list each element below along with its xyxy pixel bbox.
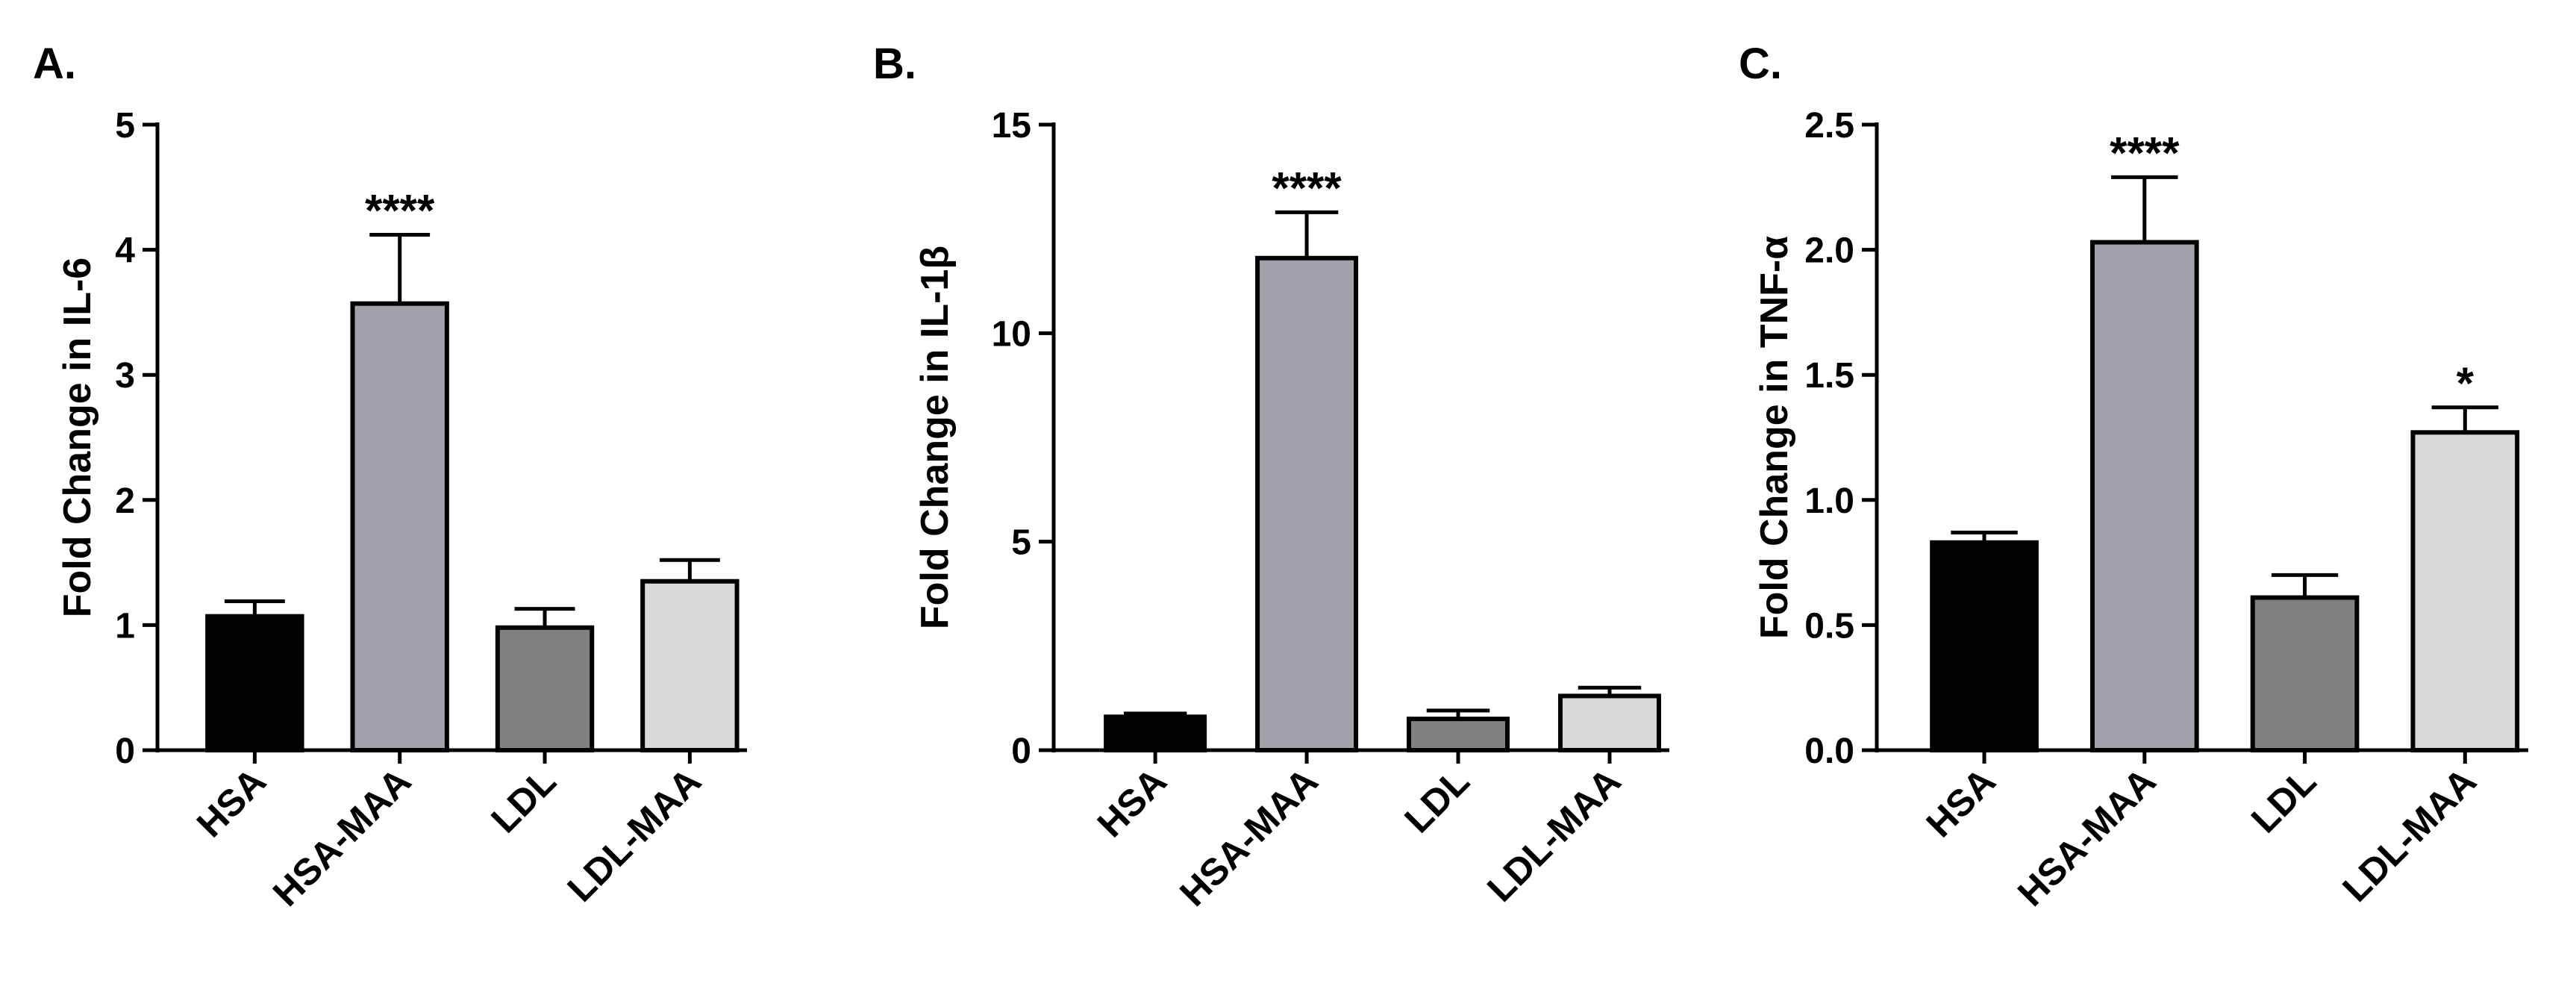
significance-label: **** xyxy=(1272,163,1342,213)
x-tick-label: LDL xyxy=(1396,760,1477,841)
panel-label: A. xyxy=(33,40,76,88)
bar xyxy=(1255,255,1359,753)
bar xyxy=(1104,714,1207,752)
y-axis-label: Fold Change in IL-1β xyxy=(913,246,957,629)
bar xyxy=(350,301,449,752)
y-tick-label: 1.5 xyxy=(1804,356,1854,396)
x-tick-label: LDL-MAA xyxy=(560,760,710,910)
x-tick-label: HSA-MAA xyxy=(265,760,419,914)
bar xyxy=(2410,430,2520,753)
x-tick-label: HSA-MAA xyxy=(2010,760,2164,914)
x-tick-label: HSA xyxy=(189,760,274,845)
x-tick-label: LDL-MAA xyxy=(1479,760,1629,910)
bar xyxy=(1407,717,1510,752)
y-tick-label: 10 xyxy=(992,314,1031,354)
bar xyxy=(1930,540,2039,752)
x-tick-label: LDL xyxy=(2243,760,2324,841)
y-tick-label: 15 xyxy=(992,106,1031,146)
bar xyxy=(2250,595,2360,753)
y-tick-label: 1.0 xyxy=(1804,481,1854,521)
x-tick-label: HSA xyxy=(1090,760,1175,845)
significance-label: **** xyxy=(365,185,435,235)
y-tick-label: 0 xyxy=(115,732,135,771)
significance-label: **** xyxy=(2110,128,2180,178)
y-tick-label: 5 xyxy=(115,106,135,146)
y-tick-label: 0.5 xyxy=(1804,606,1854,646)
y-tick-label: 0 xyxy=(1011,732,1031,771)
y-tick-label: 2 xyxy=(115,481,135,521)
y-tick-label: 5 xyxy=(1011,523,1031,563)
x-tick-label: HSA xyxy=(1919,760,2004,845)
y-axis-label: Fold Change in IL-6 xyxy=(56,258,99,617)
y-tick-label: 1 xyxy=(115,606,135,646)
y-tick-label: 0.0 xyxy=(1804,732,1854,771)
bar xyxy=(495,625,595,753)
y-tick-label: 2.5 xyxy=(1804,106,1854,146)
y-axis-label: Fold Change in TNF-α xyxy=(1753,236,1796,639)
bar xyxy=(205,614,304,753)
y-tick-label: 4 xyxy=(115,231,135,271)
bar xyxy=(1557,693,1661,753)
bar xyxy=(2089,240,2199,752)
x-tick-label: LDL-MAA xyxy=(2334,760,2484,910)
y-tick-label: 2.0 xyxy=(1804,231,1854,271)
bar xyxy=(640,579,740,752)
panel-label: B. xyxy=(873,40,916,88)
y-tick-label: 3 xyxy=(115,356,135,396)
x-tick-label: HSA-MAA xyxy=(1172,760,1326,914)
panel-label: C. xyxy=(1739,40,1782,88)
significance-label: * xyxy=(2457,358,2475,408)
x-tick-label: LDL xyxy=(483,760,563,841)
